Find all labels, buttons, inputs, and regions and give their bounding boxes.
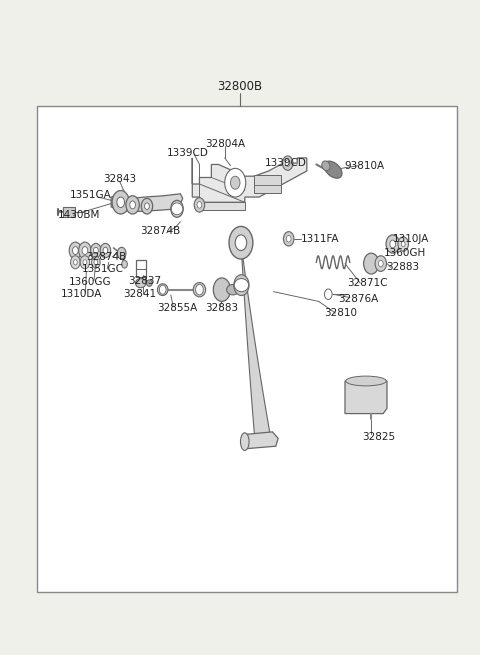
Ellipse shape [322, 161, 330, 170]
Text: 1339CD: 1339CD [167, 148, 208, 158]
Circle shape [213, 278, 230, 301]
Ellipse shape [346, 376, 386, 386]
Bar [254, 175, 281, 193]
Ellipse shape [157, 284, 168, 295]
Polygon shape [111, 194, 183, 212]
Text: 1351GA: 1351GA [70, 190, 112, 200]
Circle shape [283, 232, 294, 246]
Circle shape [229, 227, 253, 259]
Ellipse shape [193, 282, 205, 297]
Text: 32874B: 32874B [140, 226, 180, 236]
Circle shape [100, 244, 111, 257]
Text: 1430BM: 1430BM [58, 210, 100, 220]
Circle shape [398, 237, 408, 251]
Circle shape [285, 160, 290, 166]
Circle shape [197, 202, 202, 208]
Bar [37, 105, 457, 591]
Text: 32883: 32883 [205, 303, 239, 313]
Bar [136, 260, 146, 276]
Text: 32800B: 32800B [217, 80, 263, 92]
Circle shape [92, 256, 100, 268]
Polygon shape [192, 158, 307, 202]
Circle shape [225, 168, 246, 197]
Circle shape [112, 191, 129, 214]
Circle shape [286, 236, 291, 242]
Text: 32804A: 32804A [205, 139, 246, 149]
Text: 32874B: 32874B [86, 252, 127, 262]
Circle shape [141, 198, 153, 214]
Circle shape [144, 203, 149, 210]
Text: 32855A: 32855A [157, 303, 197, 313]
Ellipse shape [171, 203, 183, 215]
Circle shape [364, 253, 379, 274]
Text: 1339CD: 1339CD [264, 158, 306, 168]
Text: 32841: 32841 [123, 289, 156, 299]
Circle shape [171, 200, 183, 217]
Circle shape [282, 156, 293, 170]
Circle shape [386, 235, 399, 253]
Circle shape [130, 201, 135, 209]
Polygon shape [245, 432, 278, 449]
Circle shape [71, 255, 80, 269]
Circle shape [121, 260, 127, 268]
Circle shape [91, 244, 101, 257]
Circle shape [72, 247, 78, 254]
Text: 1351GC: 1351GC [82, 265, 123, 274]
Text: 1360GH: 1360GH [384, 248, 426, 258]
Circle shape [324, 289, 332, 299]
Polygon shape [345, 381, 387, 413]
Circle shape [235, 235, 247, 251]
Text: 32825: 32825 [362, 432, 395, 442]
Text: 93810A: 93810A [344, 160, 384, 171]
Circle shape [79, 242, 91, 259]
Text: 32883: 32883 [386, 263, 419, 272]
Ellipse shape [146, 280, 152, 286]
Circle shape [117, 248, 126, 259]
Circle shape [196, 284, 203, 295]
Circle shape [378, 260, 383, 267]
Text: 32871C: 32871C [348, 278, 388, 288]
Ellipse shape [227, 284, 239, 295]
Polygon shape [199, 202, 245, 210]
Circle shape [194, 198, 204, 212]
Circle shape [375, 255, 386, 271]
Circle shape [234, 274, 249, 295]
Circle shape [69, 242, 82, 259]
Circle shape [117, 197, 124, 208]
Text: 32837: 32837 [128, 276, 161, 286]
Ellipse shape [234, 278, 249, 291]
Circle shape [390, 240, 396, 248]
Text: 32876A: 32876A [338, 294, 378, 304]
Polygon shape [241, 243, 272, 445]
Circle shape [230, 176, 240, 189]
Text: 32810: 32810 [324, 308, 357, 318]
Ellipse shape [240, 433, 249, 451]
Circle shape [126, 196, 139, 214]
Circle shape [73, 259, 77, 265]
Circle shape [83, 259, 87, 265]
Text: 1360GG: 1360GG [68, 277, 111, 287]
Text: 32843: 32843 [103, 174, 136, 184]
Circle shape [82, 247, 88, 254]
Circle shape [159, 285, 166, 294]
Circle shape [80, 255, 90, 269]
Ellipse shape [324, 161, 342, 178]
Text: 1311FA: 1311FA [301, 234, 339, 244]
Bar [63, 207, 75, 217]
Circle shape [103, 248, 108, 253]
Text: 1310DA: 1310DA [61, 290, 102, 299]
Text: 1310JA: 1310JA [393, 234, 429, 244]
Circle shape [94, 259, 98, 265]
Ellipse shape [135, 278, 146, 288]
Circle shape [401, 242, 405, 247]
Circle shape [94, 248, 98, 253]
